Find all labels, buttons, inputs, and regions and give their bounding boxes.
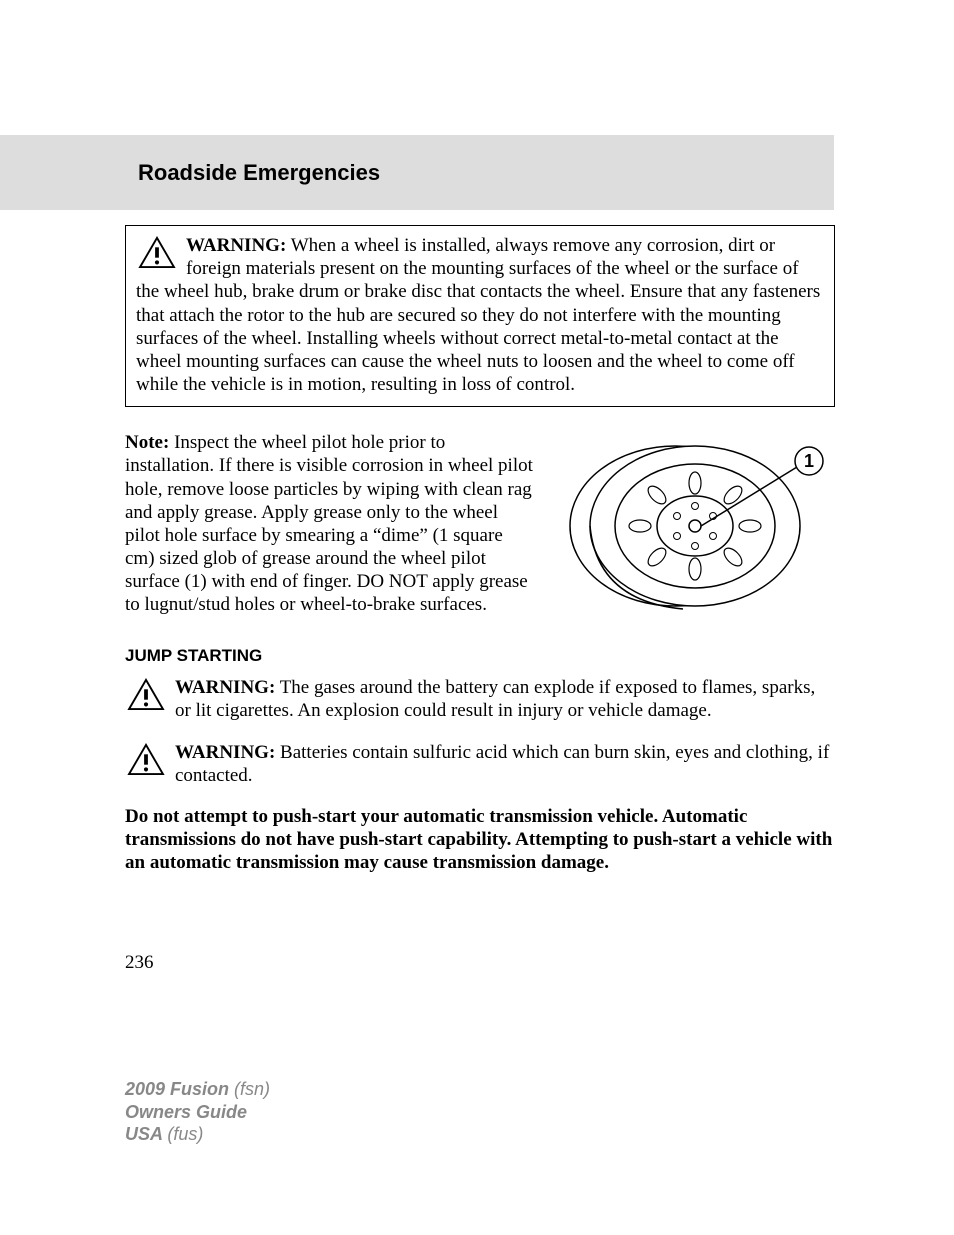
callout-number: 1	[804, 451, 814, 471]
section-header: Roadside Emergencies	[0, 135, 834, 210]
warning-triangle-icon	[127, 678, 165, 717]
warning-triangle-icon	[127, 743, 165, 782]
page-content: WARNING: When a wheel is installed, alwa…	[125, 225, 835, 874]
footer-model: 2009 Fusion	[125, 1079, 234, 1099]
footer-guide: Owners Guide	[125, 1101, 270, 1124]
footer-block: 2009 Fusion (fsn) Owners Guide USA (fus)	[125, 1078, 270, 1146]
note-body: Inspect the wheel pilot hole prior to in…	[125, 432, 533, 615]
page-number: 236	[125, 952, 154, 974]
warning-triangle-icon	[138, 236, 176, 275]
note-section: Note: Inspect the wheel pilot hole prior…	[125, 431, 835, 626]
warning-box-wheel: WARNING: When a wheel is installed, alwa…	[125, 225, 835, 407]
warning-text: When a wheel is installed, always remove…	[136, 235, 820, 395]
warning-box-battery-gases: WARNING: The gases around the battery ca…	[125, 676, 835, 722]
note-text-block: Note: Inspect the wheel pilot hole prior…	[125, 431, 535, 626]
jump-starting-heading: JUMP STARTING	[125, 646, 835, 666]
section-title: Roadside Emergencies	[138, 160, 380, 186]
footer-code1: (fsn)	[234, 1079, 270, 1099]
wheel-diagram: 1	[555, 431, 835, 626]
push-start-caution: Do not attempt to push-start your automa…	[125, 805, 835, 875]
warning-label: WARNING:	[175, 742, 275, 763]
footer-code2: (fus)	[167, 1124, 203, 1144]
warning-box-battery-acid: WARNING: Batteries contain sulfuric acid…	[125, 741, 835, 787]
warning-label: WARNING:	[175, 677, 275, 698]
warning-label: WARNING:	[186, 235, 286, 256]
footer-region: USA	[125, 1124, 167, 1144]
note-label: Note:	[125, 432, 169, 453]
